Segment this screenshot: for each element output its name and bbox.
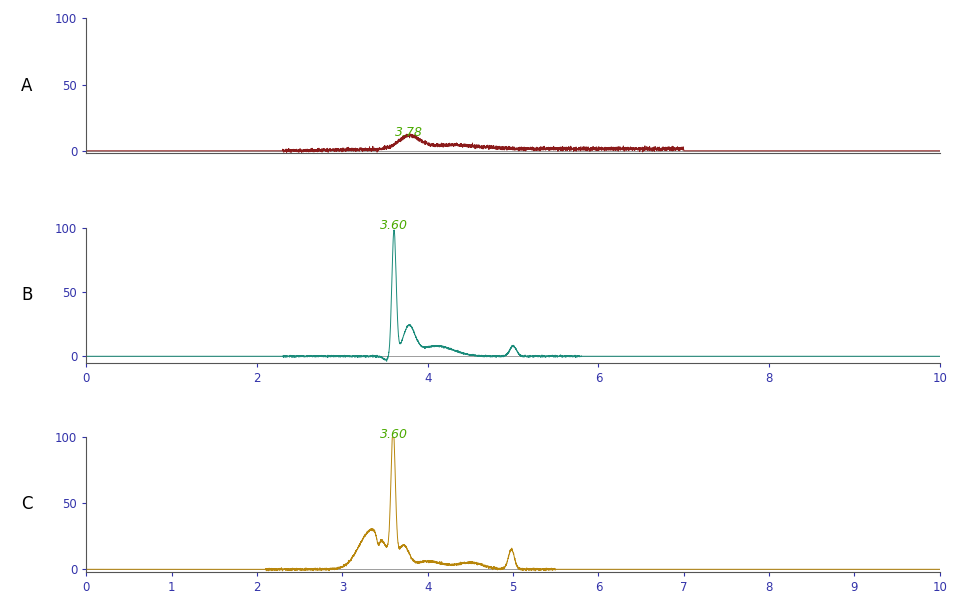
- Text: A: A: [21, 77, 33, 95]
- Text: 3.78: 3.78: [395, 126, 423, 139]
- Text: 3.60: 3.60: [380, 428, 408, 441]
- Text: 3.60: 3.60: [380, 218, 408, 232]
- Text: C: C: [21, 496, 33, 514]
- Text: B: B: [21, 286, 33, 304]
